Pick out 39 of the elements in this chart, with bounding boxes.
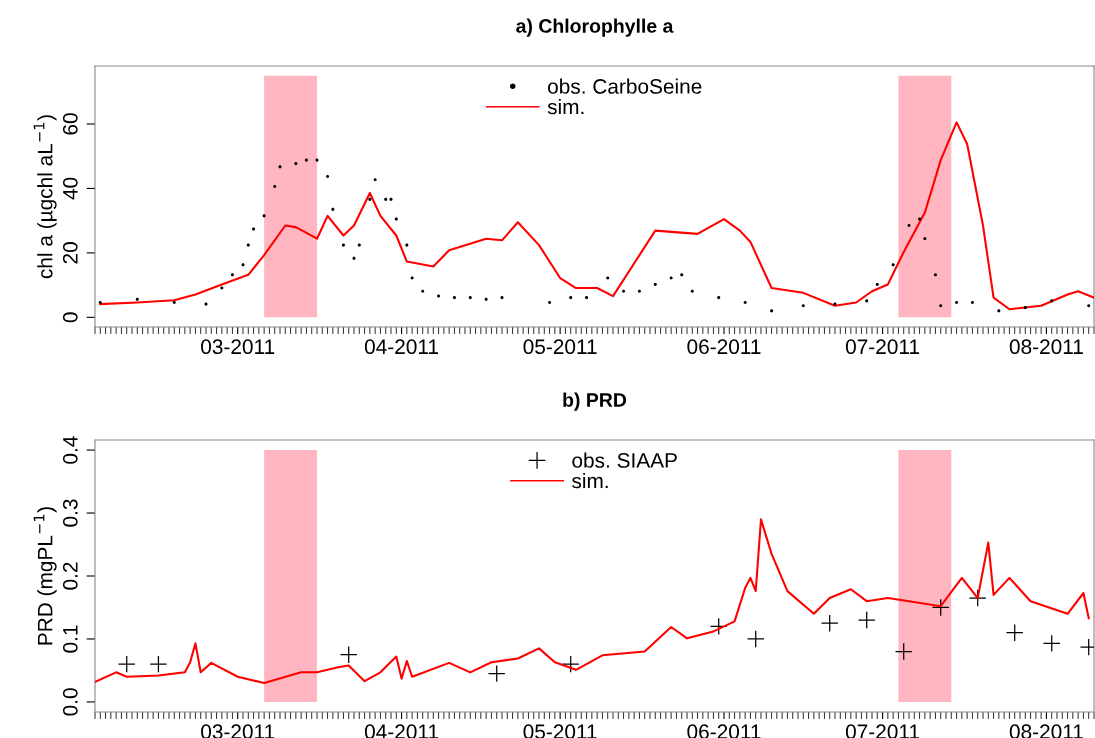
- point: [1005, 623, 1024, 642]
- legend-label: obs. CarboSeine: [547, 78, 702, 94]
- x-tick-label: 08-2011: [1009, 339, 1083, 355]
- x-tick-label: 06-2011: [687, 339, 761, 355]
- point: [561, 655, 580, 673]
- line-series: [99, 121, 1094, 311]
- legend-label: sim.: [547, 98, 584, 115]
- chart-title: b) PRD: [563, 392, 627, 411]
- x-tick-label: 03-2011: [201, 339, 275, 355]
- y-tick-label: 0: [62, 312, 78, 323]
- y-axis-title: chl a (µgchl aL$^{−1}$): [33, 115, 57, 279]
- y-tick-label: 0.0: [62, 688, 78, 716]
- y-tick-label: 40: [62, 177, 78, 200]
- point: [857, 611, 876, 629]
- point: [894, 642, 913, 661]
- x-tick-label: 05-2011: [523, 339, 597, 355]
- x-tick-label: 04-2011: [364, 339, 439, 355]
- y-tick-label: 0.3: [62, 499, 78, 527]
- x-tick-label: 07-2011: [845, 339, 920, 355]
- y-tick-label: 0.1: [62, 625, 78, 653]
- y-axis-title: PRD (mgPL$^{−1}$): [33, 507, 57, 645]
- legend-label: sim.: [572, 472, 608, 489]
- point: [746, 630, 765, 648]
- y-tick-label: 20: [62, 242, 78, 264]
- chart-title: a) Chlorophylle a: [516, 18, 674, 37]
- point: [339, 645, 358, 664]
- legend-label: obs. SIAAP: [572, 452, 677, 468]
- point: [968, 589, 987, 607]
- point: [931, 598, 950, 617]
- point: [1042, 634, 1061, 653]
- y-tick-label: 0.2: [62, 562, 78, 590]
- point: [487, 664, 506, 683]
- line-series: [95, 518, 1090, 685]
- y-tick-label: 0.4: [62, 436, 78, 464]
- y-tick-label: 60: [62, 113, 78, 135]
- point: [820, 614, 839, 633]
- point: [117, 655, 136, 673]
- point: [149, 655, 168, 673]
- point: [709, 617, 728, 636]
